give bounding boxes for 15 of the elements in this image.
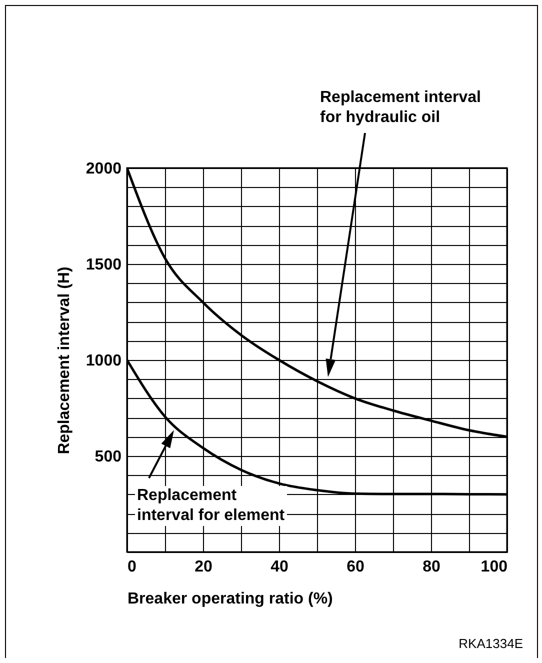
text: RKA1334E — [458, 636, 523, 651]
y-tick-label: 1500 — [86, 256, 122, 274]
text: Replacement interval for hydraulic oil — [319, 88, 482, 128]
y-axis-title: Replacement interval (H) — [56, 266, 73, 454]
x-tick-label: 80 — [422, 558, 440, 576]
x-tick-label: 60 — [346, 558, 364, 576]
x-axis-title: Breaker operating ratio (%) — [128, 590, 333, 608]
y-tick-label: 500 — [94, 448, 122, 466]
y-tick-label: 2000 — [86, 160, 122, 178]
annotation: Replacement interval for element — [135, 486, 287, 526]
x-tick-label: 20 — [194, 558, 212, 576]
x-tick-label: 0 — [128, 558, 136, 576]
y-tick-label: 1000 — [86, 352, 122, 370]
x-tick-label: 100 — [480, 558, 508, 576]
x-tick-label: 40 — [270, 558, 288, 576]
